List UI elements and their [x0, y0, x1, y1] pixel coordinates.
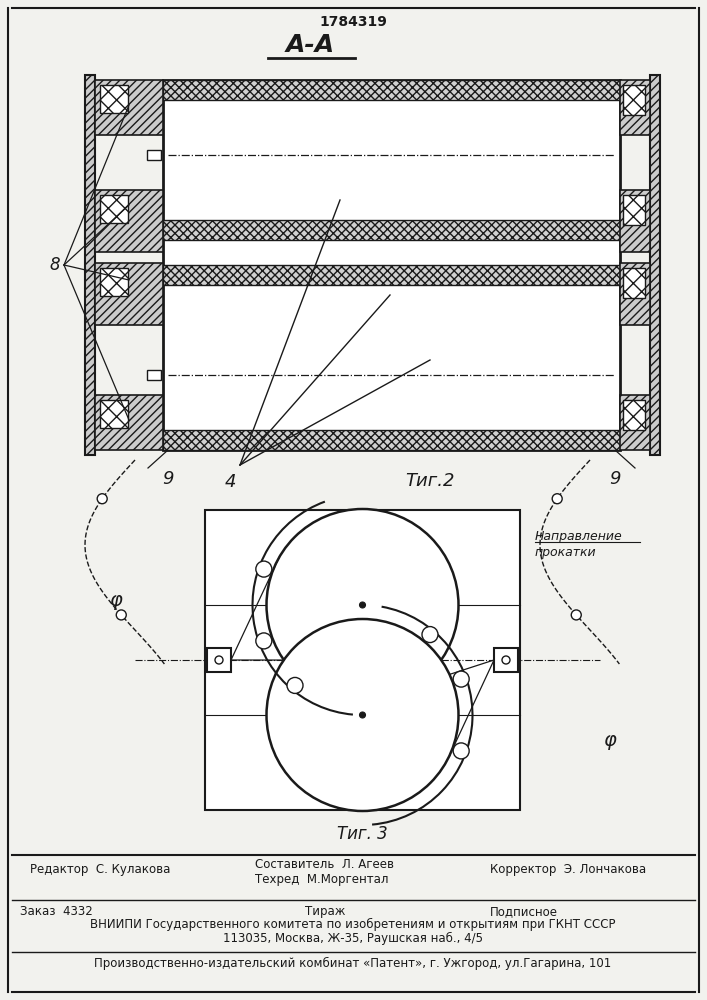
- Bar: [100, 195, 128, 223]
- Bar: [623, 268, 645, 298]
- Circle shape: [97, 494, 107, 504]
- Text: Заказ  4332: Заказ 4332: [20, 905, 93, 918]
- Text: прокатки: прокатки: [535, 546, 597, 559]
- Circle shape: [287, 677, 303, 693]
- Text: Τиг.2: Τиг.2: [405, 472, 455, 490]
- Circle shape: [116, 610, 127, 620]
- Circle shape: [453, 671, 469, 687]
- Text: ВНИИПИ Государственного комитета по изобретениям и открытиям при ГКНТ СССР: ВНИИПИ Государственного комитета по изоб…: [90, 918, 616, 931]
- Circle shape: [267, 509, 459, 701]
- Bar: [95, 263, 163, 325]
- Circle shape: [571, 610, 581, 620]
- Text: 9: 9: [162, 470, 174, 488]
- Circle shape: [256, 561, 271, 577]
- Text: 4: 4: [224, 473, 235, 491]
- Circle shape: [552, 494, 562, 504]
- Text: 113035, Москва, Ж-35, Раушская наб., 4/5: 113035, Москва, Ж-35, Раушская наб., 4/5: [223, 932, 483, 945]
- Bar: [95, 80, 163, 135]
- Circle shape: [359, 602, 366, 608]
- Bar: [205, 510, 520, 810]
- Circle shape: [359, 712, 366, 718]
- Bar: [163, 80, 620, 100]
- Text: 9: 9: [609, 470, 621, 488]
- Text: Подписное: Подписное: [490, 905, 558, 918]
- Circle shape: [215, 656, 223, 664]
- Circle shape: [453, 743, 469, 759]
- Bar: [620, 190, 650, 252]
- Text: Редактор  С. Кулакова: Редактор С. Кулакова: [30, 863, 170, 876]
- Text: φ: φ: [109, 590, 122, 609]
- Bar: [163, 430, 620, 450]
- Bar: [623, 400, 645, 430]
- Text: Τиг. 3: Τиг. 3: [337, 825, 388, 843]
- Circle shape: [422, 627, 438, 643]
- Text: 1784319: 1784319: [319, 15, 387, 29]
- Bar: [620, 395, 650, 450]
- Text: φ: φ: [604, 730, 617, 750]
- Text: Корректор  Э. Лончакова: Корректор Э. Лончакова: [490, 863, 646, 876]
- Bar: [620, 80, 650, 135]
- Bar: [100, 268, 128, 296]
- Bar: [207, 648, 231, 672]
- Text: Направление: Направление: [535, 530, 623, 543]
- Bar: [147, 150, 161, 160]
- Text: А-А: А-А: [286, 33, 334, 57]
- Bar: [85, 75, 95, 455]
- Text: 8: 8: [49, 256, 60, 274]
- Bar: [623, 195, 645, 225]
- Bar: [95, 395, 163, 450]
- Text: Техред  М.Моргентал: Техред М.Моргентал: [255, 873, 389, 886]
- Text: Производственно-издательский комбинат «Патент», г. Ужгород, ул.Гагарина, 101: Производственно-издательский комбинат «П…: [94, 957, 612, 970]
- Circle shape: [502, 656, 510, 664]
- Bar: [163, 220, 620, 240]
- Text: Составитель  Л. Агеев: Составитель Л. Агеев: [255, 858, 394, 871]
- Bar: [100, 85, 128, 113]
- Text: Тираж: Тираж: [305, 905, 346, 918]
- Bar: [650, 75, 660, 455]
- Bar: [163, 80, 620, 450]
- Bar: [95, 190, 163, 252]
- Bar: [163, 265, 620, 285]
- Bar: [620, 263, 650, 325]
- Circle shape: [267, 619, 459, 811]
- Bar: [147, 370, 161, 380]
- Bar: [494, 648, 518, 672]
- Bar: [100, 400, 128, 428]
- Bar: [623, 85, 645, 115]
- Circle shape: [256, 633, 271, 649]
